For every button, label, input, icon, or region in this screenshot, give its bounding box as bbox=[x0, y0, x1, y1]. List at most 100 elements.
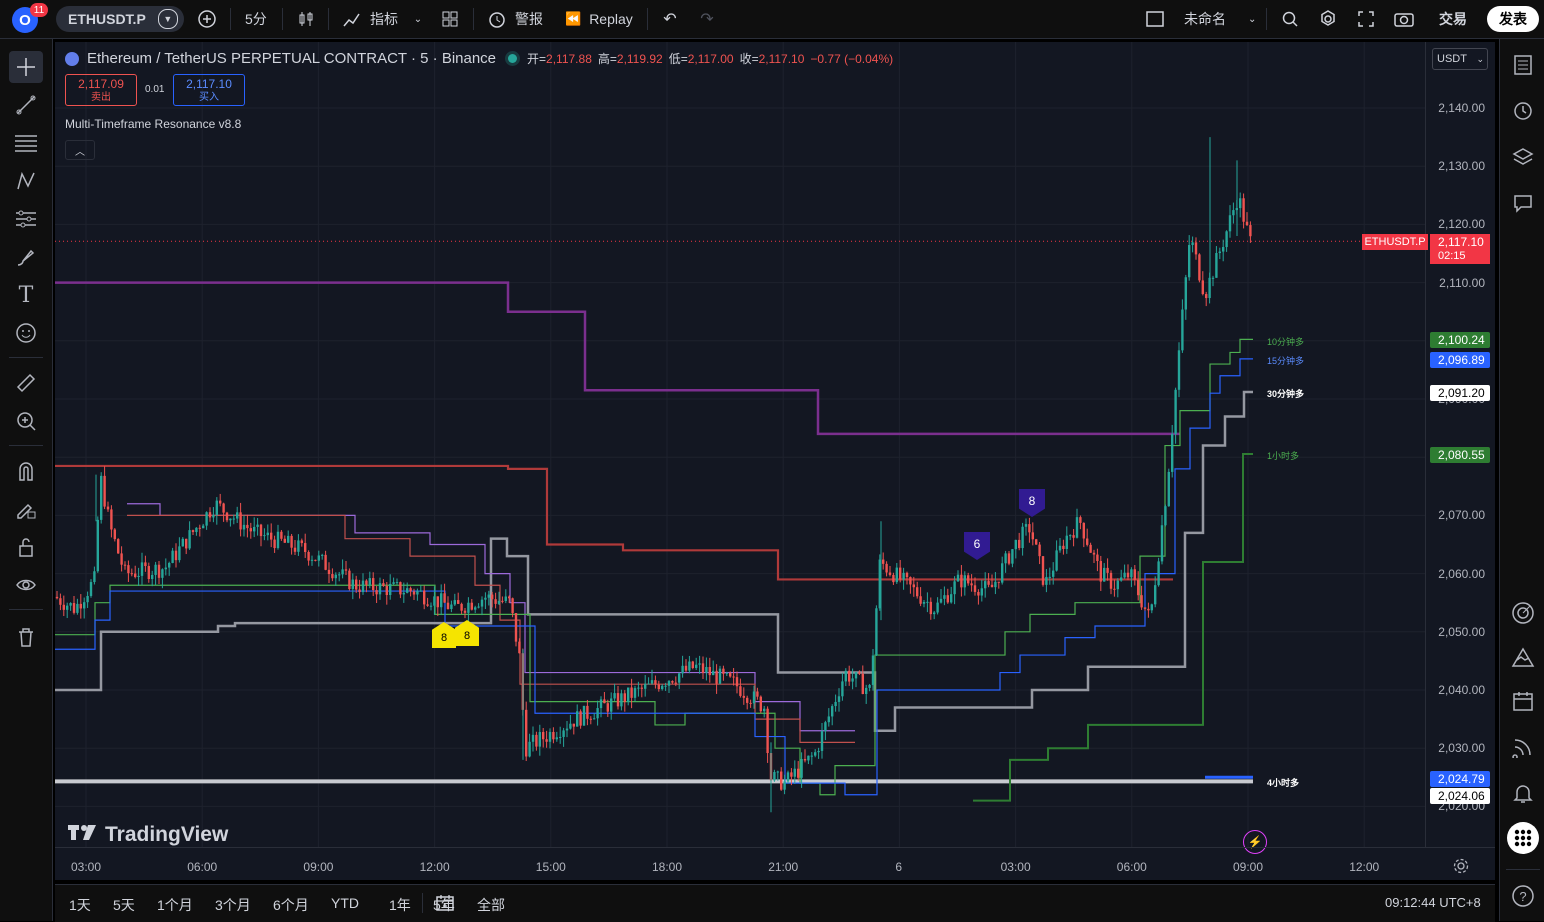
camera-icon[interactable] bbox=[1393, 6, 1415, 32]
candle-body bbox=[338, 574, 341, 576]
redo-icon[interactable]: ↷ bbox=[700, 11, 714, 28]
quick-search-icon[interactable] bbox=[1280, 6, 1300, 32]
candle-body bbox=[984, 581, 987, 589]
compare-icon[interactable]: ▼ bbox=[157, 9, 178, 29]
price-axis[interactable]: USDT ⌄ bbox=[1425, 42, 1495, 847]
goto-date-calendar-icon[interactable] bbox=[435, 893, 455, 918]
candle-body bbox=[351, 579, 354, 590]
range-button[interactable]: 1天 bbox=[69, 897, 91, 913]
chat-icon[interactable] bbox=[1506, 187, 1540, 219]
settings-gear-icon[interactable] bbox=[1318, 6, 1338, 32]
market-open-dot-icon bbox=[508, 54, 518, 63]
candle-body bbox=[582, 705, 586, 726]
range-button[interactable]: 1个月 bbox=[157, 897, 193, 913]
candle-body bbox=[807, 755, 810, 761]
candle-body bbox=[334, 574, 337, 579]
time-axis-label: 09:00 bbox=[1233, 860, 1264, 874]
indicators-dropdown-icon[interactable]: ⌄ bbox=[413, 13, 423, 25]
collapse-legend-button[interactable]: ︿ bbox=[65, 140, 95, 160]
candle-body bbox=[93, 571, 96, 583]
candle-body bbox=[229, 518, 232, 521]
candle-body bbox=[950, 594, 953, 603]
candle-body bbox=[844, 670, 847, 682]
calendar-icon[interactable] bbox=[1506, 685, 1540, 717]
zoom-in-icon[interactable] bbox=[9, 405, 43, 437]
marker-label: 8 bbox=[440, 632, 448, 644]
notifications-bell-icon[interactable] bbox=[1506, 777, 1540, 809]
magnet-icon[interactable] bbox=[9, 455, 43, 487]
target-icon[interactable] bbox=[1506, 597, 1540, 629]
candle-body bbox=[1038, 544, 1041, 557]
lock-drawing-icon[interactable] bbox=[9, 493, 43, 525]
clock-timezone[interactable]: 09:12:44 UTC+8 bbox=[1385, 895, 1481, 910]
lightning-icon[interactable]: ⚡ bbox=[1243, 830, 1267, 854]
candle-body bbox=[253, 526, 256, 532]
unlock-icon[interactable] bbox=[9, 531, 43, 563]
chart-pane[interactable]: Ethereum / TetherUS PERPETUAL CONTRACT ·… bbox=[55, 42, 1495, 880]
candle-body bbox=[1058, 545, 1062, 551]
broadcast-icon[interactable] bbox=[1506, 731, 1540, 763]
help-icon[interactable]: ? bbox=[1506, 880, 1540, 912]
publish-button[interactable]: 发表 bbox=[1487, 6, 1539, 32]
candle-body bbox=[525, 709, 528, 757]
range-button[interactable]: YTD bbox=[331, 895, 359, 911]
symbol-search[interactable]: ETHUSDT.P ▼ bbox=[56, 6, 184, 32]
tf15-level-label: 15分钟多 bbox=[1267, 356, 1305, 366]
crosshair-tool-icon[interactable] bbox=[9, 51, 43, 83]
forecast-tool-icon[interactable] bbox=[9, 203, 43, 235]
fullscreen-icon[interactable] bbox=[1356, 6, 1376, 32]
range-button[interactable]: 6个月 bbox=[273, 897, 309, 913]
candle-body bbox=[1086, 538, 1089, 545]
alerts-clock-icon[interactable] bbox=[1506, 94, 1540, 126]
symbol-legend[interactable]: Ethereum / TetherUS PERPETUAL CONTRACT ·… bbox=[65, 50, 893, 67]
indicators-button[interactable]: 指标 bbox=[342, 6, 398, 32]
candle-body bbox=[647, 683, 650, 685]
text-tool-icon[interactable]: T bbox=[18, 282, 34, 308]
sell-button[interactable]: 2,117.09 卖出 bbox=[65, 74, 137, 106]
trash-icon[interactable] bbox=[9, 621, 43, 653]
candle-body bbox=[718, 668, 722, 684]
currency-select[interactable]: USDT ⌄ bbox=[1432, 48, 1488, 70]
ideas-icon[interactable] bbox=[1506, 641, 1540, 673]
candle-body bbox=[222, 503, 225, 513]
time-axis[interactable] bbox=[55, 847, 1495, 880]
emoji-icon[interactable] bbox=[9, 317, 43, 349]
range-button[interactable]: 1年 bbox=[389, 897, 411, 913]
layout-name-label: 未命名 bbox=[1184, 11, 1226, 27]
ruler-icon[interactable] bbox=[9, 367, 43, 399]
chart-canvas[interactable] bbox=[55, 42, 1495, 880]
candle-body bbox=[375, 590, 378, 595]
indicator-title[interactable]: Multi-Timeframe Resonance v8.8 bbox=[65, 117, 242, 131]
layout-square-icon[interactable] bbox=[1145, 6, 1165, 32]
candle-body bbox=[1035, 539, 1038, 545]
tradingview-logo[interactable]: TradingView bbox=[67, 822, 228, 847]
layers-icon[interactable] bbox=[1506, 141, 1540, 173]
undo-icon[interactable]: ↶ bbox=[663, 11, 677, 28]
marker-label: 6 bbox=[973, 537, 981, 551]
alert-button[interactable]: 警报 bbox=[487, 6, 543, 32]
trade-button[interactable]: 交易 bbox=[1428, 6, 1478, 32]
eye-icon[interactable] bbox=[9, 569, 43, 601]
replay-button[interactable]: ⏪ Replay bbox=[565, 6, 633, 32]
interval-button[interactable]: 5分 bbox=[245, 6, 267, 32]
watchlist-icon[interactable] bbox=[1506, 49, 1540, 81]
range-button[interactable]: 3个月 bbox=[215, 897, 251, 913]
candle-body bbox=[402, 592, 405, 595]
candle-body bbox=[552, 731, 555, 740]
brush-icon[interactable] bbox=[9, 241, 43, 273]
axis-settings-gear-icon[interactable] bbox=[1453, 858, 1469, 879]
pattern-tool-icon[interactable] bbox=[9, 165, 43, 197]
buy-button[interactable]: 2,117.10 买入 bbox=[173, 74, 245, 106]
candle-body bbox=[185, 538, 188, 549]
apps-grid-icon[interactable] bbox=[1506, 822, 1540, 854]
layouts-grid-icon[interactable] bbox=[440, 6, 460, 32]
add-symbol-icon[interactable] bbox=[195, 6, 219, 32]
candle-body bbox=[797, 768, 800, 778]
fib-retracement-icon[interactable] bbox=[9, 127, 43, 159]
candle-type-icon[interactable] bbox=[295, 6, 317, 32]
range-button[interactable]: 5天 bbox=[113, 897, 135, 913]
range-button[interactable]: 全部 bbox=[477, 897, 505, 913]
candle-body bbox=[606, 703, 609, 712]
trend-line-icon[interactable] bbox=[9, 89, 43, 121]
layout-name-button[interactable]: 未命名 ⌄ bbox=[1184, 6, 1256, 32]
